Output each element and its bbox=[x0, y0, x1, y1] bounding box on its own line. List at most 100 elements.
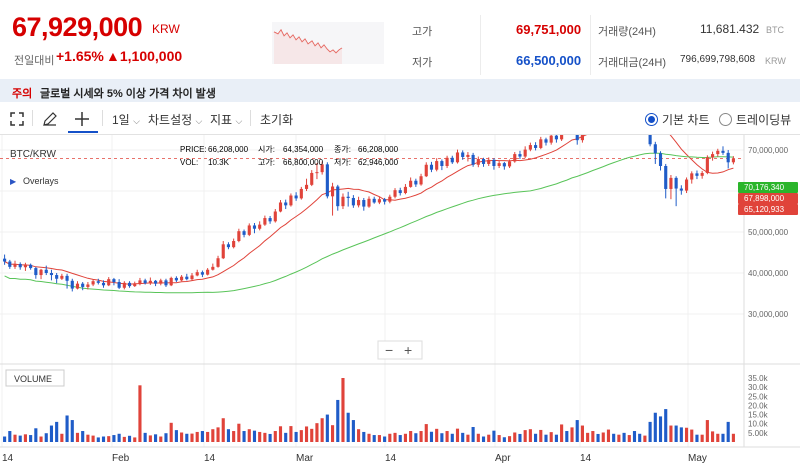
candle bbox=[320, 164, 324, 173]
reset-button[interactable]: 초기화 bbox=[260, 113, 294, 127]
volume-bar bbox=[429, 431, 434, 442]
volume-bar bbox=[304, 426, 309, 442]
x-tick-label: May bbox=[688, 453, 707, 464]
volume-bar bbox=[492, 430, 496, 442]
candle bbox=[70, 280, 74, 289]
zoom-controls bbox=[377, 340, 423, 360]
volume-bar bbox=[336, 399, 340, 442]
price-chart[interactable]: 80,000,00070,000,00060,000,00050,000,000… bbox=[0, 135, 800, 474]
volume-bar bbox=[398, 435, 402, 442]
chevron-down-icon: ⌵ bbox=[133, 116, 140, 126]
volume-bar bbox=[523, 430, 527, 442]
chart-settings-dropdown[interactable]: 차트설정 ⌵ bbox=[148, 111, 202, 128]
volume-bar bbox=[497, 435, 501, 442]
x-tick-label: Apr bbox=[495, 453, 511, 464]
crosshair-icon[interactable] bbox=[74, 111, 90, 127]
volume-bar bbox=[481, 436, 486, 442]
candle bbox=[174, 277, 178, 281]
volume-bar bbox=[3, 436, 7, 442]
volume-bar bbox=[513, 432, 517, 442]
volume-tick-label: 10.0k bbox=[748, 420, 769, 429]
price-unit: KRW bbox=[152, 22, 180, 36]
volume-bar bbox=[164, 433, 168, 442]
candle bbox=[726, 152, 730, 163]
volume-bar bbox=[185, 433, 189, 442]
interval-dropdown[interactable]: 1일 ⌵ bbox=[112, 111, 140, 128]
candle bbox=[429, 164, 434, 170]
volume-bar bbox=[534, 433, 538, 442]
candle bbox=[294, 195, 298, 199]
candle bbox=[528, 145, 532, 150]
candle bbox=[263, 218, 267, 225]
candle bbox=[419, 176, 423, 185]
pencil-icon[interactable] bbox=[42, 111, 58, 127]
expand-icon[interactable] bbox=[10, 112, 24, 126]
indicators-dropdown[interactable]: 지표 ⌵ bbox=[210, 111, 242, 128]
zoom-out-button[interactable]: − bbox=[385, 342, 393, 358]
x-tick-label: Mar bbox=[296, 453, 314, 464]
candle bbox=[159, 280, 163, 284]
volume-bar bbox=[684, 427, 689, 442]
info-low-value: 62,946,000 bbox=[358, 158, 399, 167]
volume-bar bbox=[570, 427, 574, 442]
candle bbox=[310, 172, 314, 185]
volume-bar bbox=[65, 415, 69, 442]
notice-bar bbox=[0, 79, 800, 102]
candle bbox=[658, 153, 663, 166]
volume-tick-label: 25.0k bbox=[748, 392, 769, 401]
volume-bar bbox=[476, 433, 480, 442]
candle bbox=[268, 218, 272, 222]
chart-axes: 80,000,00070,000,00060,000,00050,000,000… bbox=[2, 146, 798, 464]
candle bbox=[169, 277, 173, 286]
volume-bar bbox=[341, 378, 345, 442]
volume-bar bbox=[705, 420, 709, 442]
volume-bar bbox=[330, 425, 335, 442]
high-label: 고가 bbox=[412, 26, 433, 38]
candle bbox=[351, 197, 355, 206]
notice-text: 글로벌 시세와 5% 이상 가격 차이 발생 bbox=[40, 88, 216, 100]
chart-grid bbox=[0, 135, 800, 448]
tradingview-radio[interactable] bbox=[719, 113, 732, 126]
candle bbox=[232, 241, 236, 248]
volume-bar bbox=[612, 433, 616, 442]
volume-bar bbox=[23, 434, 27, 442]
candle bbox=[13, 263, 17, 267]
candle bbox=[560, 135, 564, 140]
basic-chart-radio[interactable] bbox=[645, 113, 658, 126]
basic-chart-label[interactable]: 기본 차트 bbox=[662, 113, 710, 127]
volume-bar bbox=[159, 436, 163, 442]
candle bbox=[8, 261, 12, 267]
volume-bar bbox=[34, 428, 38, 442]
volume-tick-label: 20.0k bbox=[748, 401, 769, 410]
overlays-toggle-icon[interactable]: ▶ bbox=[10, 177, 17, 186]
candle bbox=[497, 163, 501, 166]
zoom-in-button[interactable]: + bbox=[404, 342, 412, 358]
volume-bar bbox=[284, 432, 288, 442]
volume-bar bbox=[127, 435, 132, 442]
tradingview-label[interactable]: 트레이딩뷰 bbox=[736, 113, 792, 127]
candle bbox=[409, 180, 413, 187]
candle bbox=[34, 268, 38, 276]
volume-bar bbox=[107, 436, 111, 442]
candle bbox=[211, 266, 215, 270]
candle bbox=[23, 264, 27, 268]
volume-bar bbox=[388, 433, 392, 442]
volume-bar bbox=[289, 426, 293, 442]
candle bbox=[544, 139, 548, 143]
volume-bar bbox=[700, 434, 704, 442]
volume-title: VOLUME bbox=[14, 374, 52, 384]
candle bbox=[367, 198, 371, 207]
candle bbox=[534, 145, 538, 148]
candles-layer bbox=[3, 135, 735, 292]
volume-bar bbox=[13, 434, 17, 442]
candle bbox=[700, 172, 704, 176]
overlays-label[interactable]: Overlays bbox=[23, 176, 59, 186]
info-open-label: 시가: bbox=[258, 145, 275, 154]
volume-bar bbox=[372, 435, 376, 442]
volume-bar bbox=[169, 422, 173, 442]
y-tick-label: 30,000,000 bbox=[748, 310, 789, 319]
candle bbox=[200, 272, 204, 275]
candle bbox=[138, 280, 142, 284]
volume-bar bbox=[75, 432, 80, 442]
candle bbox=[716, 150, 720, 155]
